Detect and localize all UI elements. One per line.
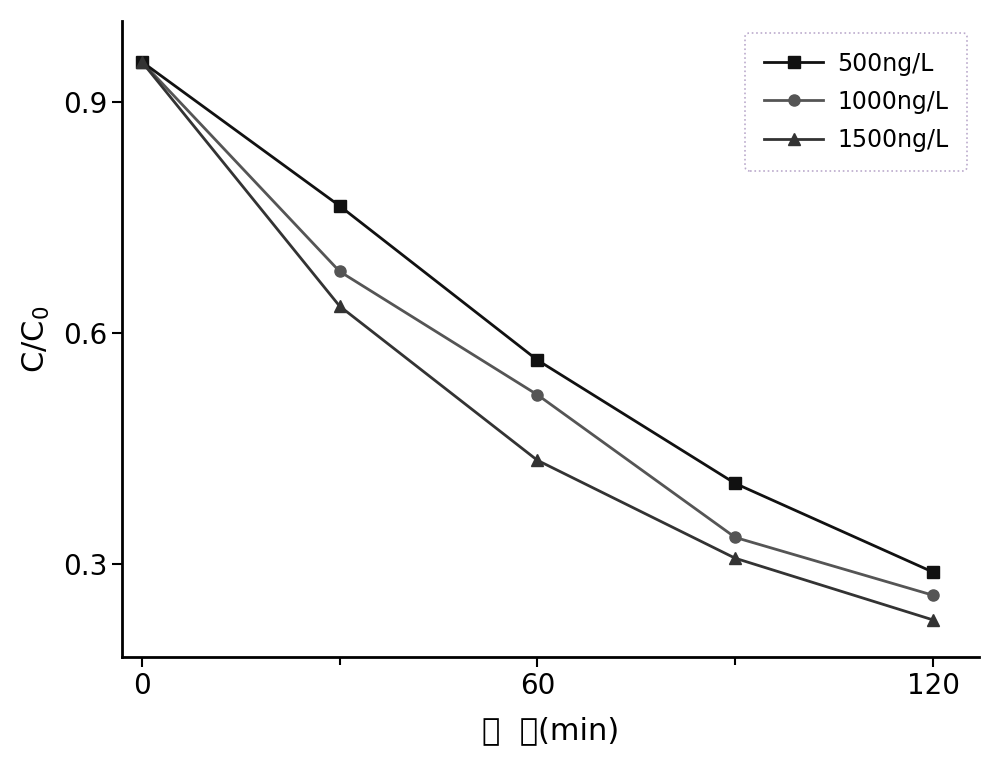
1000ng/L: [136, 57, 148, 67]
Line: 1500ng/L: 1500ng/L: [136, 56, 939, 626]
1500ng/L: [334, 302, 346, 311]
500ng/L: [334, 201, 346, 211]
1500ng/L: [927, 615, 939, 624]
Legend: 500ng/L, 1000ng/L, 1500ng/L: 500ng/L, 1000ng/L, 1500ng/L: [745, 33, 967, 171]
1000ng/L: [334, 267, 346, 276]
1500ng/L: [531, 456, 543, 465]
Y-axis label: C/C$_0$: C/C$_0$: [21, 305, 52, 372]
1500ng/L: [729, 554, 741, 563]
1500ng/L: [136, 57, 148, 67]
500ng/L: [729, 479, 741, 488]
500ng/L: [136, 57, 148, 67]
1000ng/L: [729, 533, 741, 542]
X-axis label: 时  间(min): 时 间(min): [482, 716, 619, 745]
500ng/L: [531, 355, 543, 365]
1000ng/L: [927, 591, 939, 600]
Line: 500ng/L: 500ng/L: [136, 56, 939, 578]
Line: 1000ng/L: 1000ng/L: [136, 56, 939, 601]
1000ng/L: [531, 390, 543, 399]
500ng/L: [927, 568, 939, 577]
